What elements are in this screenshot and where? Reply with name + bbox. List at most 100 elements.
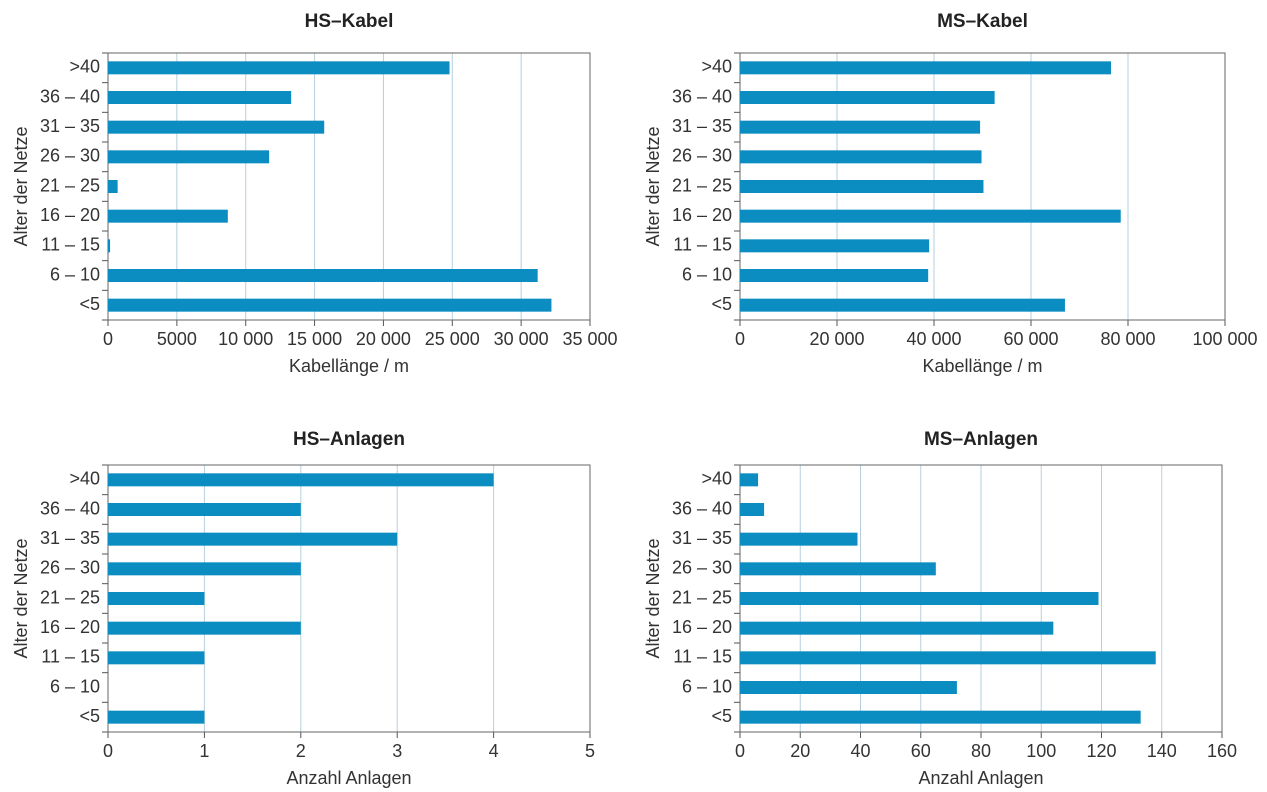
chart-title: HS–Anlagen [293,429,405,450]
chart-title: HS–Kabel [305,11,394,32]
x-axis-label: Anzahl Anlagen [286,768,411,788]
x-tick-label: 0 [103,741,113,761]
bar [108,503,301,516]
x-axis-label: Kabellänge / m [289,356,409,376]
x-tick-label: 3 [392,741,402,761]
y-tick-label: 31 – 35 [40,528,100,548]
bar [108,180,118,193]
chart-title: MS–Anlagen [924,429,1038,450]
x-tick-label: 5 [585,741,595,761]
x-tick-label: 0 [735,329,745,349]
y-axis-label: Alter der Netze [11,126,31,246]
y-tick-label: 6 – 10 [50,264,100,284]
y-tick-label: 11 – 15 [673,647,732,667]
x-tick-label: 4 [489,741,499,761]
bar [740,651,1156,665]
bar [740,180,984,193]
y-tick-label: 16 – 20 [40,205,100,225]
bar [108,592,205,605]
bar [108,651,205,665]
x-tick-label: 35 000 [562,329,617,349]
bar [108,710,205,724]
chart-title: MS–Kabel [937,11,1028,32]
y-tick-label: 26 – 30 [40,558,100,578]
y-tick-label: <5 [79,294,100,314]
bar [740,298,1065,312]
y-tick-label: 21 – 25 [672,587,732,607]
y-tick-label: <5 [79,706,100,726]
y-tick-label: 6 – 10 [50,676,100,696]
x-tick-label: 140 [1147,741,1177,761]
bar [740,710,1141,724]
y-tick-label: 11 – 15 [41,647,100,667]
y-tick-label: 31 – 35 [40,116,100,136]
x-axis-label: Anzahl Anlagen [918,768,1043,788]
x-tick-label: 30 000 [494,329,549,349]
bar [108,532,398,546]
y-tick-label: 36 – 40 [40,498,100,518]
y-tick-label: 26 – 30 [672,146,732,166]
bar [108,61,450,75]
bar [740,269,929,282]
bar [740,532,858,546]
bar [740,91,995,104]
y-tick-label: 26 – 30 [672,558,732,578]
bar [108,239,111,253]
y-axis-label: Alter der Netze [643,538,663,658]
y-tick-label: 21 – 25 [40,175,100,195]
bar [740,150,982,164]
x-tick-label: 10 000 [218,329,273,349]
x-tick-label: 20 000 [356,329,411,349]
bar [740,209,1121,223]
y-tick-label: 31 – 35 [672,528,732,548]
x-tick-label: 160 [1207,741,1237,761]
x-tick-label: 100 [1026,741,1056,761]
x-tick-label: 0 [735,741,745,761]
y-tick-label: 6 – 10 [682,264,732,284]
bar [740,120,981,134]
bar [108,298,552,312]
y-axis-label: Alter der Netze [11,538,31,658]
x-tick-label: 20 [790,741,810,761]
x-tick-label: 15 000 [287,329,342,349]
y-tick-label: 36 – 40 [672,498,732,518]
bar [108,150,270,164]
bar [740,592,1099,605]
bar [108,562,301,576]
x-tick-label: 20 000 [809,329,864,349]
x-tick-label: 40 000 [906,329,961,349]
y-tick-label: 36 – 40 [40,86,100,106]
x-tick-label: 2 [296,741,306,761]
bar [740,473,759,487]
bar [740,621,1054,635]
bar [108,269,538,282]
y-tick-label: 26 – 30 [40,146,100,166]
y-tick-label: >40 [701,469,732,489]
bar [108,621,301,635]
x-tick-label: 80 000 [1100,329,1155,349]
y-axis-label: Alter der Netze [643,126,663,246]
bar [108,91,292,104]
bar [740,503,765,516]
y-tick-label: 6 – 10 [682,676,732,696]
bar [740,239,930,253]
y-tick-label: 31 – 35 [672,116,732,136]
x-tick-label: 100 000 [1192,329,1257,349]
y-tick-label: 21 – 25 [40,587,100,607]
x-tick-label: 60 [911,741,931,761]
y-tick-label: <5 [711,294,732,314]
y-tick-label: 36 – 40 [672,86,732,106]
y-tick-label: <5 [711,706,732,726]
bar [740,681,957,694]
bar [740,562,936,576]
bar [740,61,1112,75]
y-tick-label: >40 [69,469,100,489]
y-tick-label: 16 – 20 [672,205,732,225]
x-tick-label: 60 000 [1003,329,1058,349]
bar [108,473,494,487]
x-tick-label: 1 [199,741,209,761]
x-tick-label: 80 [971,741,991,761]
x-tick-label: 40 [850,741,870,761]
x-tick-label: 5000 [157,329,197,349]
